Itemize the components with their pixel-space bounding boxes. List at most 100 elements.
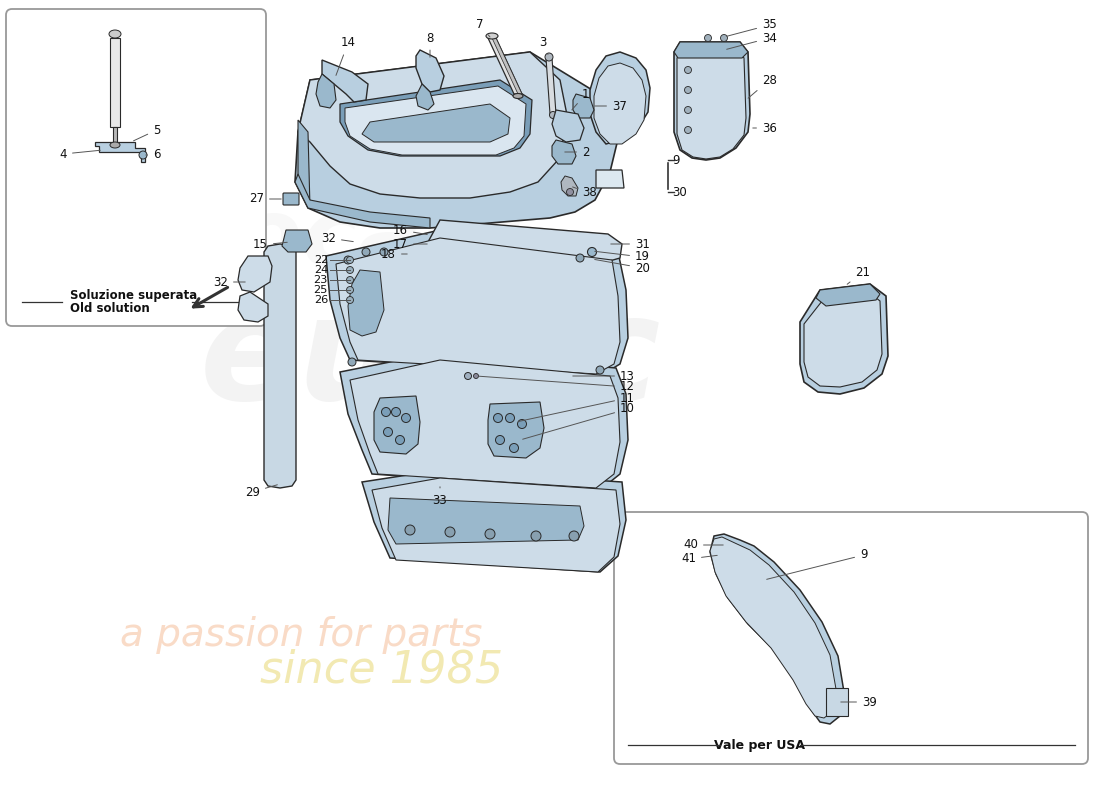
Circle shape [544, 53, 553, 61]
Text: 36: 36 [752, 122, 777, 134]
Polygon shape [326, 230, 628, 376]
Circle shape [506, 414, 515, 422]
Ellipse shape [110, 142, 120, 148]
Circle shape [566, 189, 573, 195]
Text: 9: 9 [767, 549, 868, 579]
Polygon shape [374, 396, 420, 454]
Text: 17: 17 [393, 238, 427, 250]
Circle shape [384, 427, 393, 437]
Text: 4: 4 [59, 147, 100, 161]
Circle shape [446, 527, 455, 537]
Polygon shape [95, 142, 145, 162]
Polygon shape [113, 127, 117, 145]
Polygon shape [710, 537, 836, 718]
Circle shape [596, 366, 604, 374]
Circle shape [517, 419, 527, 429]
Circle shape [704, 34, 712, 42]
Text: 28: 28 [748, 74, 777, 98]
Circle shape [485, 529, 495, 539]
Polygon shape [804, 290, 882, 387]
Text: euroc: euroc [200, 290, 661, 430]
Text: Soluzione superata: Soluzione superata [70, 290, 197, 302]
Polygon shape [674, 42, 750, 160]
Circle shape [344, 256, 352, 264]
Text: 37: 37 [595, 99, 627, 113]
Polygon shape [372, 478, 620, 572]
Polygon shape [488, 38, 522, 94]
Text: 29: 29 [245, 485, 277, 498]
Text: 25: 25 [314, 285, 328, 295]
Polygon shape [298, 120, 310, 208]
Circle shape [382, 407, 390, 417]
Circle shape [346, 286, 353, 294]
Text: 11: 11 [519, 391, 635, 422]
Text: 8: 8 [427, 31, 433, 58]
Circle shape [684, 66, 692, 74]
Polygon shape [336, 238, 620, 374]
Circle shape [494, 414, 503, 422]
Text: a passion for parts: a passion for parts [120, 616, 483, 654]
Text: 6: 6 [146, 149, 161, 162]
Polygon shape [388, 498, 584, 544]
Text: 18: 18 [381, 247, 407, 261]
Polygon shape [322, 60, 368, 102]
Text: 32: 32 [321, 231, 353, 245]
Circle shape [684, 86, 692, 94]
Polygon shape [561, 176, 578, 196]
Circle shape [464, 373, 472, 379]
Text: 26: 26 [314, 295, 328, 305]
Polygon shape [594, 63, 646, 144]
Text: 3: 3 [539, 35, 548, 54]
Circle shape [587, 247, 596, 257]
Text: 41: 41 [681, 553, 717, 566]
Text: 24: 24 [314, 265, 328, 275]
Polygon shape [340, 352, 628, 490]
Polygon shape [362, 470, 626, 572]
Circle shape [346, 297, 353, 303]
Polygon shape [492, 38, 522, 94]
Polygon shape [264, 244, 296, 488]
Circle shape [473, 374, 478, 378]
Circle shape [346, 277, 353, 283]
Polygon shape [316, 74, 336, 108]
Polygon shape [710, 534, 844, 724]
Circle shape [392, 407, 400, 417]
Polygon shape [350, 360, 620, 488]
Circle shape [362, 248, 370, 256]
Polygon shape [416, 84, 434, 110]
Text: 5: 5 [133, 123, 161, 141]
Text: 21: 21 [847, 266, 870, 284]
Circle shape [396, 435, 405, 445]
Circle shape [402, 414, 410, 422]
Polygon shape [295, 174, 430, 228]
Polygon shape [816, 284, 880, 306]
Text: 38: 38 [573, 186, 596, 199]
Polygon shape [676, 50, 746, 159]
Polygon shape [340, 80, 532, 156]
Text: eurocars: eurocars [60, 194, 526, 286]
Circle shape [346, 266, 353, 274]
Text: 22: 22 [314, 255, 328, 265]
Polygon shape [800, 284, 888, 394]
FancyBboxPatch shape [283, 193, 299, 205]
Polygon shape [573, 94, 594, 118]
Polygon shape [238, 292, 268, 322]
Circle shape [405, 525, 415, 535]
Circle shape [348, 358, 356, 366]
Text: 9: 9 [672, 154, 680, 166]
Polygon shape [345, 86, 526, 155]
Text: 39: 39 [840, 695, 877, 709]
Circle shape [576, 254, 584, 262]
Ellipse shape [513, 94, 522, 98]
Circle shape [569, 531, 579, 541]
Circle shape [684, 106, 692, 114]
Text: 27: 27 [249, 193, 282, 206]
Circle shape [509, 443, 518, 453]
Polygon shape [488, 402, 544, 458]
Polygon shape [348, 270, 384, 336]
Text: 40: 40 [683, 538, 723, 551]
Text: since 1985: since 1985 [260, 649, 504, 691]
Polygon shape [428, 220, 622, 262]
Polygon shape [674, 42, 748, 58]
Polygon shape [362, 104, 510, 142]
